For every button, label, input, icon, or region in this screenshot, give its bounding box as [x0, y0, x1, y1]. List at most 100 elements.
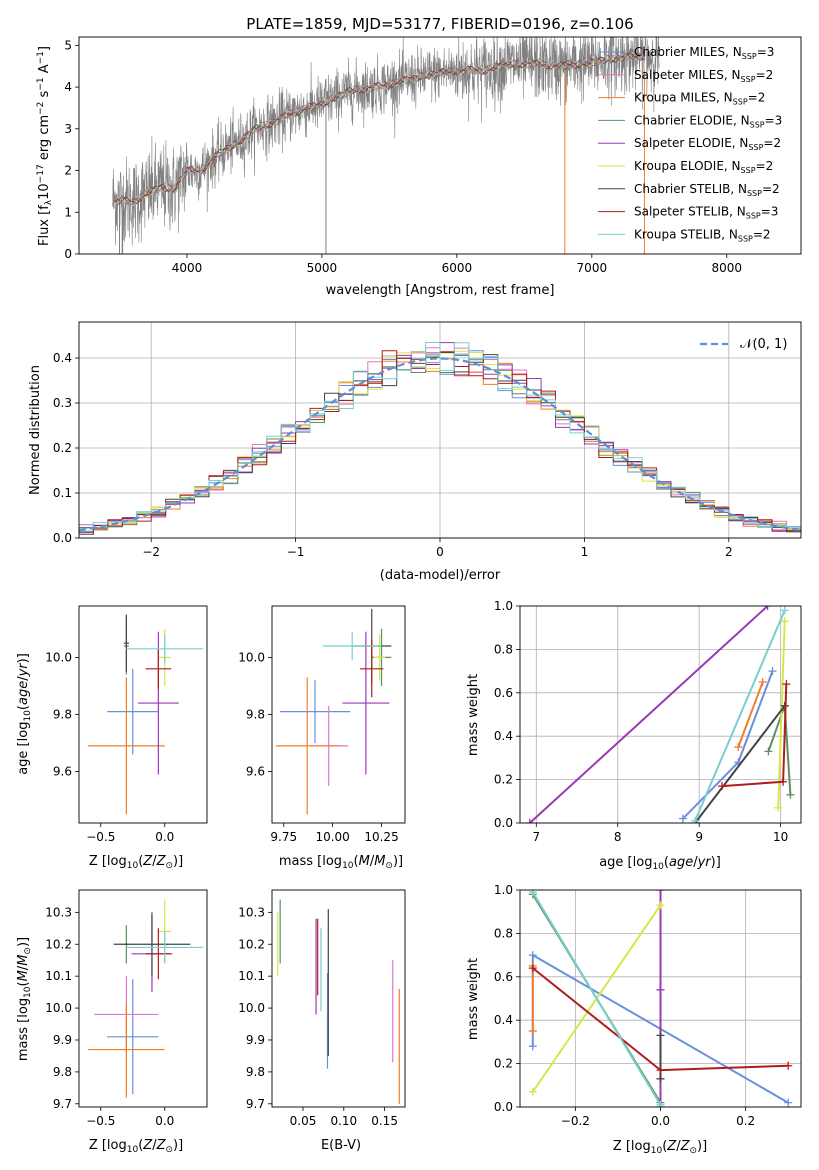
axes-frame [78, 321, 802, 539]
spectrum-panel: wavelength [Angstrom, rest frame] Flux [… [36, 36, 802, 298]
y-tick-label: 0.0 [494, 1100, 513, 1114]
x-tick-label: 5000 [307, 261, 338, 275]
mwZ-ylabel: mass weight [466, 958, 481, 1040]
histogram-step-8 [79, 342, 801, 529]
x-tick-label: 0.10 [330, 1114, 357, 1128]
legend-label-3: Chabrier ELODIE, NSSP=3 [634, 113, 782, 129]
mass-weight-marker [779, 777, 788, 786]
mass-weight-marker [764, 747, 773, 756]
axes-frame [78, 605, 208, 824]
ageZ-xlabel: Z [log10(Z/Z⊙)] [89, 854, 183, 871]
plot-area-age_vs_mass [275, 608, 392, 815]
model-spectrum-line-7 [112, 52, 646, 205]
x-tick-label: −1 [287, 545, 305, 559]
legend-label-7: Salpeter STELIB, NSSP=3 [634, 205, 778, 221]
normal-reference-curve [79, 357, 801, 532]
y-tick-label: 0.0 [53, 531, 72, 545]
x-tick-label: 0.05 [290, 1114, 317, 1128]
ageZ-ylabel: age [log10(age/yr)] [16, 653, 33, 775]
y-tick-label: 1.0 [494, 599, 513, 613]
y-tick-label: 10.1 [45, 969, 72, 983]
residual-histogram-panel: (data-model)/error Normed distribution −… [28, 321, 802, 583]
histogram-ylabel: Normed distribution [28, 365, 43, 495]
y-tick-label: 2 [64, 164, 72, 178]
mass-weight-marker [528, 951, 537, 960]
y-tick-label: 0.2 [53, 441, 72, 455]
legend-label-4: Salpeter ELODIE, NSSP=2 [634, 136, 781, 152]
axes-frame [78, 36, 802, 255]
y-tick-label: 10.0 [45, 1001, 72, 1015]
model-spectrum-line-5 [112, 52, 646, 205]
figure-title: PLATE=1859, MJD=53177, FIBERID=0196, z=0… [246, 15, 633, 33]
mass-weight-marker [656, 1066, 665, 1075]
x-tick-label: 0.0 [155, 830, 174, 844]
axes-frame [271, 605, 406, 824]
age-vs-metallicity-panel: Z [log10(Z/Z⊙)] age [log10(age/yr)] −0.5… [16, 605, 208, 871]
plot-area-mass_vs_ebv [277, 899, 400, 1104]
y-tick-label: 9.9 [246, 1033, 265, 1047]
y-tick-label: 0.6 [494, 686, 513, 700]
massEBV-xlabel: E(B-V) [321, 1138, 361, 1153]
mass-weight-marker [528, 1087, 537, 1096]
x-tick-label: 10.00 [315, 830, 349, 844]
plot-area-age_vs_Z [87, 614, 204, 815]
y-tick-label: 3 [64, 122, 72, 136]
legend-label-2: Kroupa MILES, NSSP=2 [634, 91, 765, 107]
y-tick-label: 10.3 [238, 905, 265, 919]
ageM-xlabel: mass [log10(M/M⊙)] [279, 854, 403, 871]
mwAge-xlabel: age [log10(age/yr)] [599, 855, 721, 872]
mass-weight-marker [734, 743, 743, 752]
x-tick-label: 9.75 [270, 830, 297, 844]
axes-frame [78, 889, 208, 1108]
massZ-xlabel: Z [log10(Z/Z⊙)] [89, 1138, 183, 1155]
mass-weight-line-7 [694, 609, 786, 822]
mass-weight-marker [758, 677, 767, 686]
plot-area-residual_histogram [79, 342, 801, 535]
mass-weight-marker [784, 1061, 793, 1070]
y-tick-label: 0.4 [494, 729, 513, 743]
mass-weight-marker [525, 819, 534, 823]
x-tick-label: 6000 [442, 261, 473, 275]
y-tick-label: 9.6 [53, 765, 72, 779]
mass-weight-marker [656, 1074, 665, 1083]
x-tick-label: 0 [436, 545, 444, 559]
y-tick-label: 10.0 [45, 650, 72, 664]
legend-label-0: Chabrier MILES, NSSP=3 [634, 45, 774, 61]
y-tick-label: 0.3 [53, 396, 72, 410]
x-tick-label: 0.0 [155, 1114, 174, 1128]
y-tick-label: 0.8 [494, 642, 513, 656]
y-tick-label: 1 [64, 205, 72, 219]
mwZ-xlabel: Z [log10(Z/Z⊙)] [613, 1139, 707, 1156]
age-vs-mass-panel: mass [log10(M/M⊙)] 9.75 10.00 10.25 9.6 9.8 1… [238, 605, 406, 871]
legend-label-6: Chabrier STELIB, NSSP=2 [634, 182, 780, 198]
y-tick-label: 9.9 [53, 1033, 72, 1047]
x-tick-label: 1 [581, 545, 589, 559]
y-tick-label: 0.1 [53, 486, 72, 500]
mass-weight-marker [768, 667, 777, 676]
mass-weight-marker [656, 1100, 665, 1107]
plot-area-spectrum [112, 37, 660, 254]
y-tick-label: 0.8 [494, 926, 513, 940]
y-tick-label: 1.0 [494, 883, 513, 897]
y-tick-label: 9.8 [53, 1065, 72, 1079]
mass-weight-marker [528, 1042, 537, 1051]
spectrum-ylabel: Flux [fλ10−17 erg cm−2 s−1 A−1] [36, 46, 54, 246]
legend-label-5: Kroupa ELODIE, NSSP=2 [634, 159, 773, 175]
y-tick-label: 9.6 [246, 765, 265, 779]
legend-label-8: Kroupa STELIB, NSSP=2 [634, 227, 771, 243]
histogram-xlabel: (data-model)/error [380, 568, 501, 583]
y-tick-label: 10.0 [238, 1001, 265, 1015]
mass-weight-marker [528, 964, 537, 973]
mass-vs-metallicity-panel: Z [log10(Z/Z⊙)] mass [log10(M/M⊙)] −0.5 0… [16, 889, 208, 1155]
mwAge-ylabel: mass weight [466, 674, 481, 756]
y-tick-label: 0.2 [494, 773, 513, 787]
mass-weight-marker [786, 790, 795, 799]
y-tick-label: 10.0 [238, 650, 265, 664]
mass-weight-marker [656, 890, 665, 894]
y-tick-label: 9.8 [246, 708, 265, 722]
mass-vs-extinction-panel: E(B-V) 0.05 0.10 0.15 9.7 9.8 9.9 10.0 10.1 10.2… [238, 889, 406, 1153]
y-tick-label: 9.8 [246, 1065, 265, 1079]
legend-normal-label: 𝒩(0, 1) [740, 337, 787, 352]
x-tick-label: 0.0 [651, 1114, 670, 1128]
